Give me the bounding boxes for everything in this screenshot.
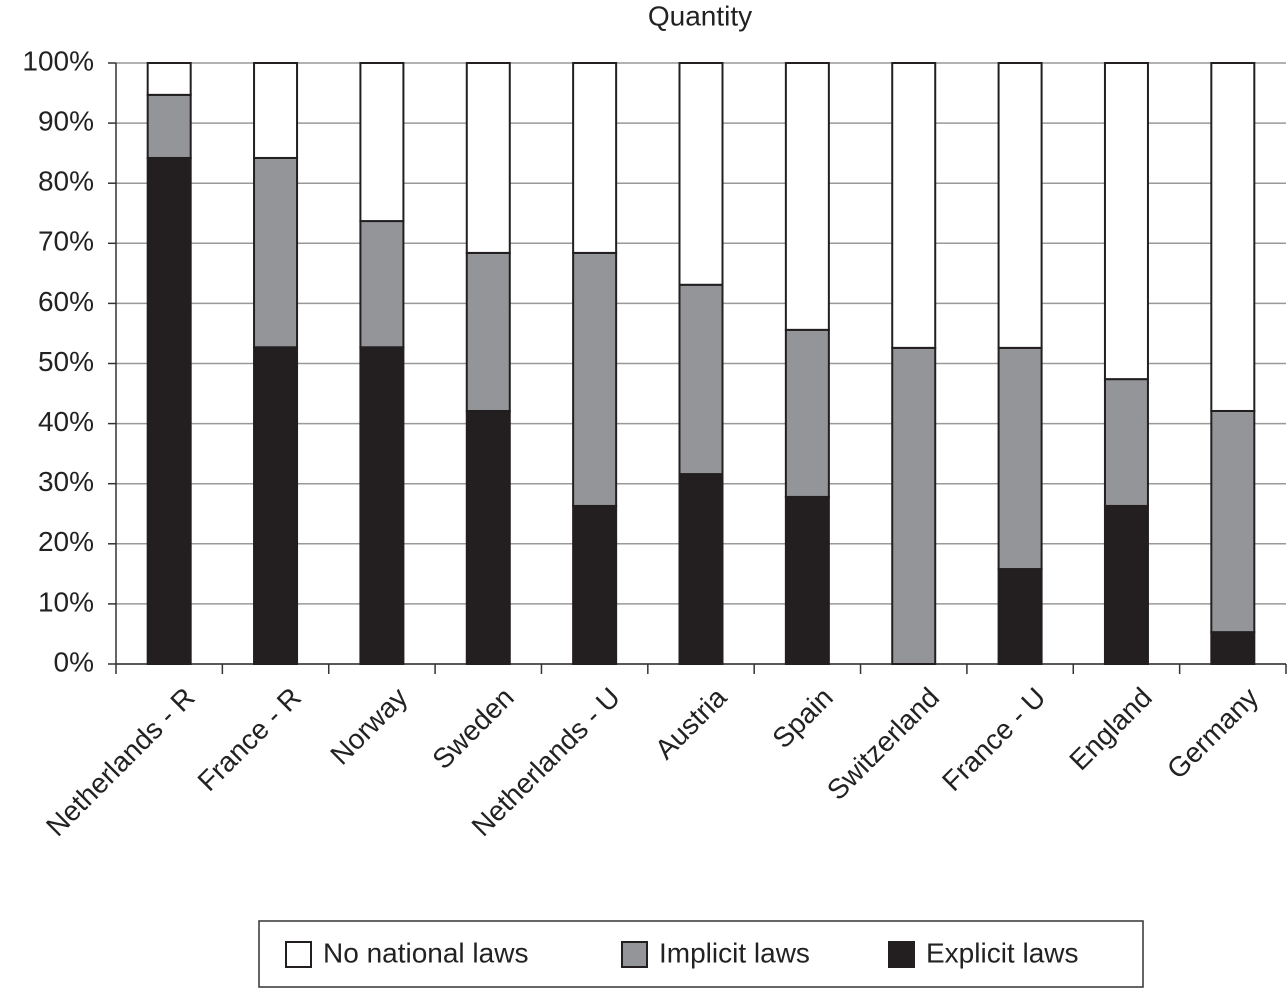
x-tick-label: Switzerland — [821, 682, 945, 806]
bar-segment — [1210, 409, 1256, 634]
bar-segment — [1210, 62, 1256, 412]
legend-swatch — [285, 941, 312, 968]
bar-segment — [146, 156, 192, 665]
x-tick-label: Norway — [324, 682, 413, 771]
bar-segment — [465, 251, 511, 412]
y-tick-label: 90% — [38, 105, 94, 136]
x-tick-label: Austria — [649, 681, 733, 765]
y-tick-label: 30% — [38, 466, 94, 497]
legend-swatch — [888, 941, 915, 968]
bar-segment — [359, 346, 405, 665]
bar-segment — [891, 346, 937, 665]
x-tick-label: France - R — [192, 682, 307, 797]
x-tick-label: Spain — [766, 682, 839, 755]
bar-segment — [572, 504, 618, 666]
y-tick-label: 40% — [38, 406, 94, 437]
bar-segment — [678, 473, 724, 666]
bar-segment — [997, 346, 1043, 571]
y-tick-label: 10% — [38, 586, 94, 617]
y-tick-label: 20% — [38, 526, 94, 557]
bar-segment — [359, 220, 405, 349]
legend-label: Implicit laws — [659, 937, 810, 968]
bar-segment — [784, 495, 830, 665]
y-tick-label: 60% — [38, 286, 94, 317]
legend-swatch — [621, 941, 648, 968]
legend-box — [258, 920, 1144, 988]
x-tick-label: Germany — [1161, 682, 1264, 785]
bar-segment — [253, 156, 299, 349]
bar-segment — [359, 62, 405, 223]
x-tick-label: Sweden — [426, 682, 519, 775]
x-tick-label: Netherlands - R — [40, 682, 201, 843]
x-tick-label: England — [1063, 682, 1158, 777]
y-tick-label: 50% — [38, 346, 94, 377]
bar-segment — [1210, 631, 1256, 665]
bar-segment — [465, 409, 511, 665]
y-tick-label: 0% — [54, 646, 94, 677]
y-tick-label: 80% — [38, 166, 94, 197]
bar-segment — [678, 283, 724, 476]
bar-segment — [465, 62, 511, 254]
bar-segment — [997, 62, 1043, 349]
bar-segment — [253, 62, 299, 159]
bar-segment — [997, 568, 1043, 665]
chart-title: Quantity — [648, 0, 752, 31]
bar-segment — [146, 93, 192, 159]
bar-segment — [891, 62, 937, 349]
bar-segment — [678, 62, 724, 286]
legend-label: No national laws — [323, 937, 528, 968]
bar-segment — [253, 346, 299, 665]
x-tick-label: France - U — [936, 682, 1051, 797]
bar-segment — [572, 251, 618, 507]
legend-label: Explicit laws — [926, 937, 1078, 968]
bar-segment — [1103, 378, 1149, 507]
bar-segment — [784, 328, 830, 498]
bar-segment — [1103, 62, 1149, 381]
bar-segment — [572, 62, 618, 254]
bar-segment — [784, 62, 830, 331]
y-tick-label: 100% — [22, 45, 94, 76]
bar-segment — [1103, 504, 1149, 666]
y-tick-label: 70% — [38, 226, 94, 257]
bar-segment — [146, 62, 192, 96]
